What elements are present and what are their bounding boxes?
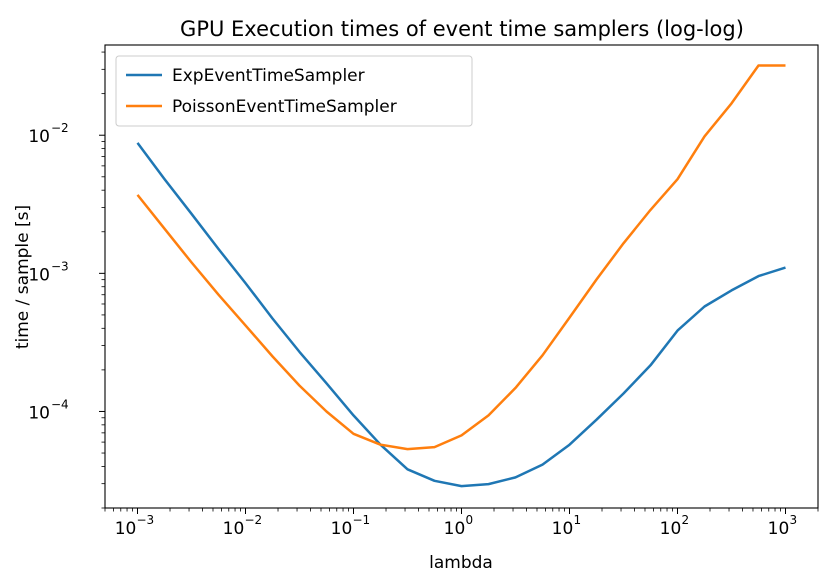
plot-area: 10 −3 10 −2 10 −1 10 0 10 1 10 2 10 3 10−410−310−2 (28, 44, 819, 539)
x-axis-label: lambda (429, 553, 493, 573)
y-tick-label-exponent: −3 (51, 259, 69, 273)
x-tick-label-base: 10 (660, 519, 682, 539)
x-tick-label-base: 10 (331, 519, 353, 539)
chart-title: GPU Execution times of event time sample… (180, 17, 744, 41)
x-tick-label-exponent: −2 (245, 513, 263, 527)
y-tick-label-base: 10 (28, 127, 50, 147)
x-tick-label-base: 10 (444, 519, 466, 539)
y-tick-label-exponent: −2 (51, 121, 69, 135)
x-tick-label-exponent: 2 (681, 513, 689, 527)
x-tick-label-base: 10 (115, 519, 137, 539)
y-axis: 10−410−310−2 (28, 51, 105, 509)
x-tick-label-exponent: 0 (466, 513, 474, 527)
x-tick-label-exponent: 1 (573, 513, 581, 527)
legend-label-exp: ExpEventTimeSampler (172, 66, 365, 86)
legend-label-poisson: PoissonEventTimeSampler (172, 97, 397, 117)
x-tick-label-exponent: −3 (137, 513, 155, 527)
series-line-0 (136, 142, 786, 488)
x-tick-label-base: 10 (552, 519, 574, 539)
x-tick-label-exponent: −1 (353, 513, 371, 527)
y-tick-label-base: 10 (28, 403, 50, 423)
y-tick-label-exponent: −4 (51, 397, 69, 411)
legend-box (115, 55, 473, 127)
legend: ExpEventTimeSampler PoissonEventTimeSamp… (115, 55, 473, 127)
x-tick-label-base: 10 (223, 519, 245, 539)
x-axis: 10 −3 10 −2 10 −1 10 0 10 1 10 2 10 3 (104, 508, 819, 539)
series-line-1 (136, 64, 786, 451)
y-tick-label-base: 10 (28, 265, 50, 285)
y-axis-label: time / sample [s] (13, 205, 33, 349)
x-tick-label-exponent: 3 (789, 513, 797, 527)
x-tick-label-base: 10 (768, 519, 790, 539)
series-layer (136, 64, 786, 488)
